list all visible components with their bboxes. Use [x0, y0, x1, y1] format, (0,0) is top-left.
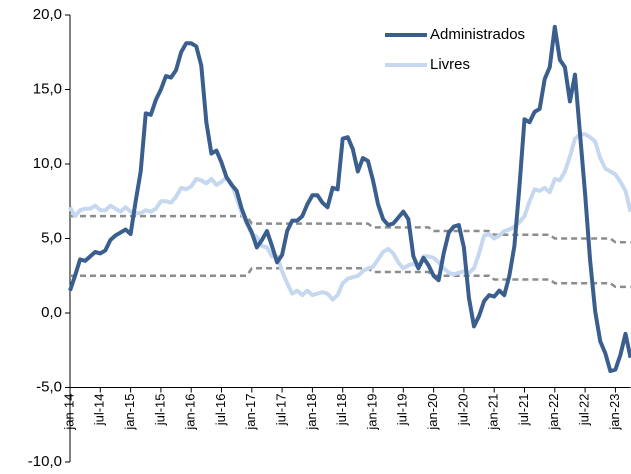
x-tick-label: jul-19 — [395, 394, 410, 427]
x-tick-label: jan-19 — [364, 394, 379, 431]
series-line — [68, 24, 631, 374]
x-tick-label: jul-14 — [92, 394, 107, 427]
x-tick-label: jan-16 — [183, 394, 198, 431]
x-tick-label: jan-20 — [425, 394, 440, 431]
x-tick-label: jul-20 — [455, 394, 470, 427]
series-line — [70, 267, 631, 289]
y-tick-label: 0,0 — [41, 304, 62, 321]
x-tick-label: jul-18 — [334, 394, 349, 427]
y-tick-label: 20,0 — [33, 6, 62, 23]
y-tick-label: 15,0 — [33, 80, 62, 97]
y-tick-label: 10,0 — [33, 155, 62, 172]
x-tick-label: jul-21 — [516, 394, 531, 427]
x-tick-label: jan-21 — [486, 394, 501, 431]
y-tick-label: 5,0 — [41, 229, 62, 246]
x-tick-label: jan-17 — [243, 394, 258, 431]
legend-label: Administrados — [430, 26, 525, 43]
y-tick-label: -10,0 — [28, 453, 62, 470]
x-tick-label: jan-14 — [61, 394, 76, 431]
legend-label: Livres — [430, 56, 470, 73]
x-tick-label: jul-17 — [274, 394, 289, 427]
x-tick-label: jan-23 — [607, 394, 622, 431]
x-tick-label: jan-15 — [122, 394, 137, 431]
x-tick-label: jan-22 — [546, 394, 561, 431]
y-tick-label: -5,0 — [36, 378, 62, 395]
series-line — [68, 132, 631, 302]
x-tick-label: jul-15 — [152, 394, 167, 427]
series-line — [70, 214, 631, 244]
x-tick-label: jul-22 — [577, 394, 592, 427]
x-tick-label: jul-16 — [213, 394, 228, 427]
x-tick-label: jan-18 — [304, 394, 319, 431]
